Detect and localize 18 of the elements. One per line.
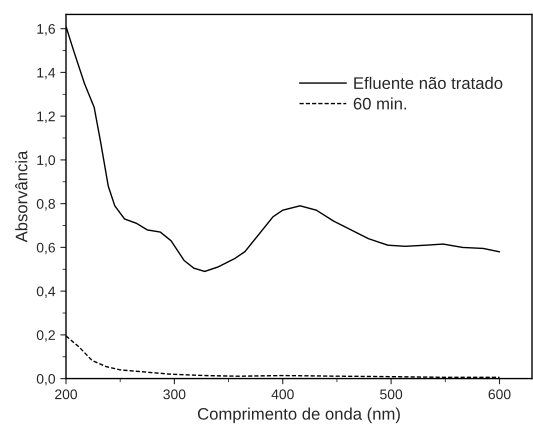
x-tick-label: 600 xyxy=(488,389,511,400)
y-tick-label: 0,2 xyxy=(36,330,55,342)
y-tick-label: 1,2 xyxy=(37,111,55,123)
y-axis-title: Absorvância xyxy=(15,150,28,242)
x-tick-label: 500 xyxy=(380,389,402,400)
x-axis-title: Comprimento de onda (nm) xyxy=(198,408,400,424)
x-tick-label: 400 xyxy=(271,389,294,400)
y-tick-label: 0,8 xyxy=(36,198,55,210)
y-tick-label: 0,0 xyxy=(36,374,56,386)
y-tick-label: 1,0 xyxy=(37,155,56,167)
legend-label: 60 min. xyxy=(354,97,406,110)
y-tick-label: 1,6 xyxy=(37,24,55,36)
y-tick-label: 1,4 xyxy=(37,68,56,80)
legend-label: Efluente não tratado xyxy=(354,76,502,90)
y-tick-label: 0,6 xyxy=(36,242,55,254)
x-tick-label: 300 xyxy=(163,389,186,400)
y-tick-label: 0,4 xyxy=(36,286,56,298)
x-tick-label: 200 xyxy=(55,389,78,400)
